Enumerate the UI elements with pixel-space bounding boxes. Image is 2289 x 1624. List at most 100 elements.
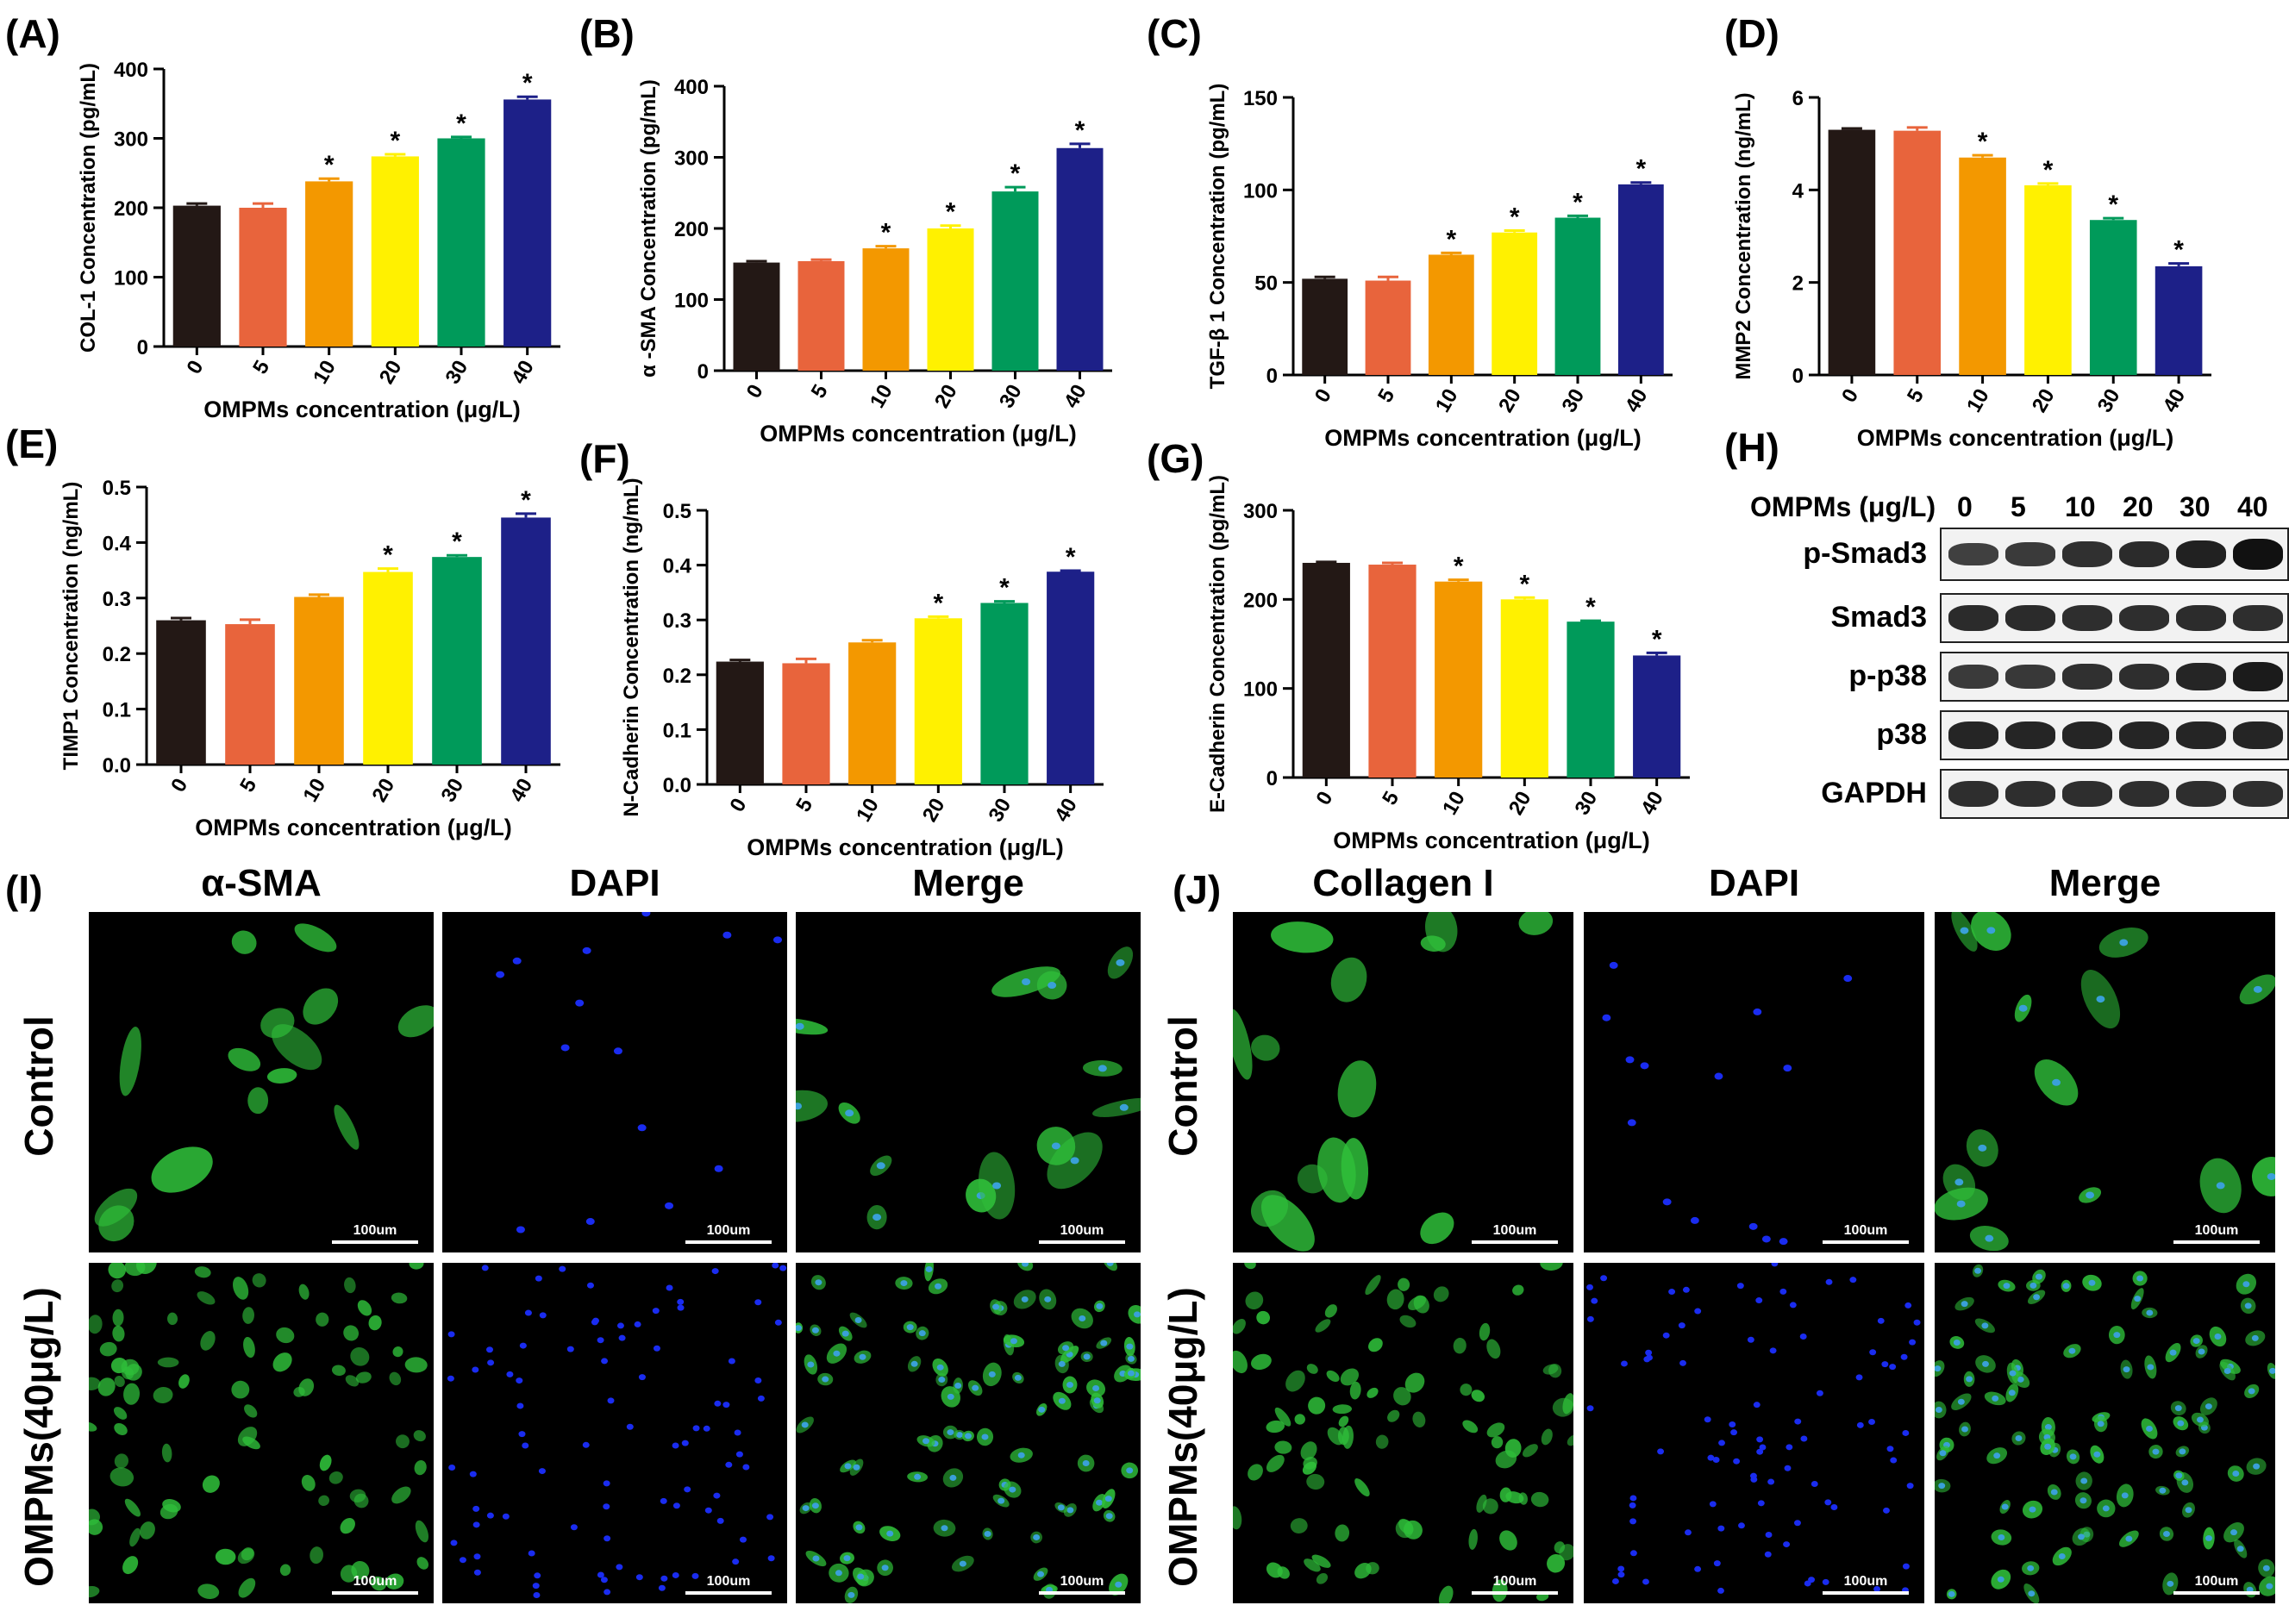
cell-nucleus xyxy=(714,1165,723,1172)
cell-body xyxy=(1420,1212,1454,1245)
blot-membrane xyxy=(1940,652,2289,702)
cell-nucleus xyxy=(1119,1103,1129,1111)
cell-nucleus xyxy=(796,1325,802,1332)
cell-body xyxy=(167,1312,178,1326)
cell-nucleus xyxy=(2136,1275,2144,1282)
bar xyxy=(1056,147,1104,371)
cell-body xyxy=(114,1376,125,1387)
cell-nucleus xyxy=(2152,1448,2160,1455)
cell-nucleus xyxy=(2159,1487,2167,1494)
cell-nucleus xyxy=(1100,1340,1108,1346)
cell-body xyxy=(252,1273,266,1288)
bar xyxy=(991,191,1039,371)
cell-nucleus xyxy=(1997,1576,2004,1583)
cell-nucleus xyxy=(1789,1302,1797,1309)
cell-nucleus xyxy=(972,1384,979,1391)
bar xyxy=(1959,157,2006,375)
cell-nucleus xyxy=(938,1377,946,1384)
panel-letter-c: (C) xyxy=(1147,11,1202,56)
y-tick-label: 2 xyxy=(1792,272,1804,296)
cell-nucleus xyxy=(1712,1456,1720,1463)
cell-nucleus xyxy=(1889,1364,1897,1371)
cell-nucleus xyxy=(2015,1434,2023,1441)
x-axis-label: OMPMs concentration (μg/L) xyxy=(1324,425,1642,451)
cell-nucleus xyxy=(1904,1302,1912,1309)
y-axis-label: TGF-β 1 Concentration (pg/mL) xyxy=(1206,84,1229,390)
cell-body xyxy=(413,1430,426,1442)
cell-nucleus xyxy=(1900,1353,1908,1360)
x-axis-label: OMPMs concentration (μg/L) xyxy=(203,397,521,422)
cell-nucleus xyxy=(447,1331,455,1338)
y-axis-label: MMP2 Concentration (ng/mL) xyxy=(1732,92,1755,379)
cell-nucleus xyxy=(2253,1463,2261,1470)
cell-body xyxy=(112,1309,124,1327)
bar xyxy=(797,260,845,371)
cell-nucleus xyxy=(473,1569,481,1576)
cell-body xyxy=(121,1359,140,1376)
micrograph: 100um xyxy=(89,912,434,1252)
cell-nucleus xyxy=(2163,1530,2170,1537)
cell-nucleus xyxy=(1902,1563,1910,1570)
blot-band xyxy=(2176,781,2226,807)
cell-nucleus xyxy=(796,1022,804,1030)
cell-body xyxy=(1404,1520,1423,1540)
significance-star: * xyxy=(1652,625,1662,653)
scale-bar: 100um xyxy=(685,1574,772,1595)
bar xyxy=(862,248,910,371)
cell-nucleus xyxy=(1017,1452,1025,1458)
cell-nucleus xyxy=(1800,1435,1808,1442)
micrograph: 100um xyxy=(442,1263,787,1603)
scale-bar-line xyxy=(1823,1240,1909,1244)
cell-nucleus xyxy=(1982,1360,1989,1367)
significance-star: * xyxy=(1573,188,1583,216)
cell-body xyxy=(231,930,257,954)
cell-body xyxy=(89,1519,103,1535)
x-tick-label: 0 xyxy=(1311,788,1337,809)
significance-star: * xyxy=(1978,128,1988,156)
cell-nucleus xyxy=(1779,1238,1788,1246)
blot-band xyxy=(2005,604,2055,632)
cell-nucleus xyxy=(1736,1283,1744,1290)
scale-bar-label: 100um xyxy=(353,1574,397,1589)
cell-body xyxy=(266,1068,297,1084)
y-tick-label: 0.5 xyxy=(663,500,691,523)
cell-body xyxy=(89,1421,97,1432)
cell-nucleus xyxy=(1948,1590,1955,1597)
cell-nucleus xyxy=(1961,1426,1968,1433)
cell-body xyxy=(1233,1009,1253,1080)
cell-nucleus xyxy=(603,1503,610,1510)
cell-nucleus xyxy=(714,1400,722,1407)
cell-nucleus xyxy=(949,1474,957,1481)
significance-star: * xyxy=(999,574,1010,603)
cell-body xyxy=(1354,1478,1370,1497)
y-tick-label: 0 xyxy=(697,360,709,384)
significance-star: * xyxy=(383,541,393,570)
cell-nucleus xyxy=(677,1298,685,1305)
cell-nucleus xyxy=(2185,1507,2192,1514)
cell-nucleus xyxy=(1051,1142,1060,1150)
cell-nucleus xyxy=(2058,1552,2066,1559)
cell-nucleus xyxy=(1886,1446,1894,1452)
cell-nucleus xyxy=(742,1464,750,1471)
y-tick-label: 100 xyxy=(1243,678,1278,702)
cell-nucleus xyxy=(910,1360,918,1367)
scale-bar: 100um xyxy=(1039,1574,1125,1595)
y-tick-label: 0.2 xyxy=(663,665,691,688)
scale-bar-label: 100um xyxy=(2194,1223,2239,1238)
x-tick-label: 10 xyxy=(1438,788,1470,820)
cell-nucleus xyxy=(854,1317,862,1324)
cell-nucleus xyxy=(1621,1360,1628,1367)
micrograph-image xyxy=(1233,912,1554,1252)
cell-body xyxy=(140,1521,155,1540)
blot-band xyxy=(2119,540,2169,568)
cell-nucleus xyxy=(2097,1421,2105,1427)
cell-nucleus xyxy=(1083,1353,1091,1360)
x-axis-label: OMPMs concentration (μg/L) xyxy=(747,834,1064,860)
cell-nucleus xyxy=(1961,1301,1968,1308)
bar xyxy=(716,661,764,784)
cell-nucleus xyxy=(469,1471,477,1477)
cell-body xyxy=(89,1585,100,1598)
cell-body xyxy=(397,1005,434,1038)
cell-nucleus xyxy=(2008,1390,2016,1396)
cell-nucleus xyxy=(2044,1443,2052,1450)
